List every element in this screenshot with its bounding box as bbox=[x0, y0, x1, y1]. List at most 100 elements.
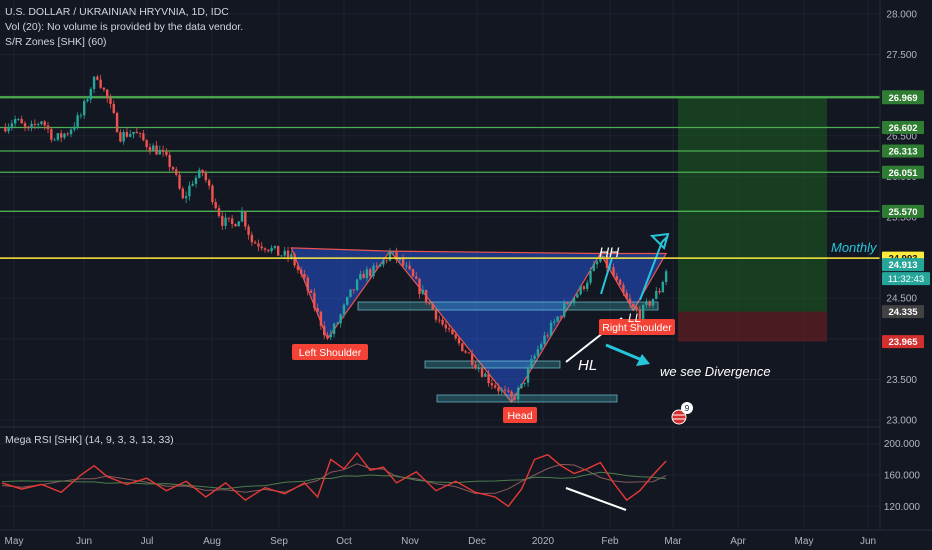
candle-body bbox=[323, 325, 326, 336]
candle-body bbox=[319, 311, 323, 326]
sr-level-label: 26.051 bbox=[888, 168, 918, 179]
candle-body bbox=[73, 126, 76, 130]
ll-label: LL bbox=[628, 311, 641, 325]
candle-body bbox=[69, 129, 73, 135]
candle-body bbox=[632, 303, 635, 307]
candle-body bbox=[457, 338, 461, 344]
candle-body bbox=[191, 183, 194, 186]
candle-body bbox=[428, 302, 431, 304]
candle-body bbox=[609, 267, 612, 269]
candle-body bbox=[221, 215, 224, 226]
pattern-left-fill bbox=[290, 247, 392, 341]
rsi-legend[interactable]: Mega RSI [SHK] (14, 9, 3, 3, 13, 33) bbox=[5, 434, 174, 446]
symbol-title[interactable]: U.S. DOLLAR / UKRAINIAN HRYVNIA, 1D, IDC bbox=[5, 6, 229, 18]
candle-body bbox=[464, 351, 467, 353]
legend: U.S. DOLLAR / UKRAINIAN HRYVNIA, 1D, IDC… bbox=[5, 6, 243, 446]
candle-body bbox=[556, 316, 559, 322]
rsi-tick-label: 120.000 bbox=[884, 502, 921, 513]
time-tick-label: Mar bbox=[664, 536, 682, 547]
sr-level-label: 25.570 bbox=[888, 207, 917, 218]
rsi-divergence-line bbox=[565, 487, 627, 511]
candle-body bbox=[13, 119, 17, 124]
candle-body bbox=[563, 303, 566, 317]
time-tick-label: 2020 bbox=[532, 536, 555, 547]
position-target-zone bbox=[678, 96, 827, 312]
divergence-arrow bbox=[605, 343, 643, 362]
candle-body bbox=[595, 261, 599, 265]
candle-body bbox=[493, 385, 497, 388]
current-price-label-tag bbox=[882, 258, 924, 272]
candle-body bbox=[589, 270, 592, 283]
long-position-box[interactable] bbox=[678, 96, 827, 342]
candle-body bbox=[467, 352, 471, 354]
candle-body bbox=[188, 185, 191, 197]
candle-body bbox=[385, 260, 388, 262]
candle-body bbox=[76, 115, 79, 127]
candle-body bbox=[276, 245, 280, 256]
head-shoulders-pattern[interactable] bbox=[290, 247, 668, 404]
candle-body bbox=[234, 223, 237, 227]
support-rect-3 bbox=[436, 394, 618, 403]
candle-body bbox=[586, 282, 589, 289]
candle-body bbox=[477, 368, 480, 370]
candle-body bbox=[579, 286, 582, 295]
volume-legend[interactable]: Vol (20): No volume is provided by the d… bbox=[5, 21, 243, 33]
candle-body bbox=[145, 140, 148, 148]
candle-body bbox=[303, 273, 306, 278]
candle-body bbox=[540, 344, 543, 350]
candle-body bbox=[635, 306, 638, 311]
lower-level-label: 23.965 bbox=[888, 337, 918, 348]
candle-body bbox=[398, 258, 402, 261]
candle-body bbox=[342, 304, 346, 315]
candle-body bbox=[454, 334, 457, 339]
left-shoulder-tag bbox=[292, 344, 368, 360]
candle-body bbox=[43, 121, 46, 126]
candle-body bbox=[92, 76, 96, 90]
candle-body bbox=[566, 303, 569, 304]
candle-body bbox=[375, 265, 379, 267]
candle-body bbox=[296, 265, 300, 270]
candle-body bbox=[142, 133, 145, 141]
current-price-label: 24.913 bbox=[888, 260, 917, 271]
time-axis[interactable]: May Jun Jul Aug Sep Oct Nov Dec 2020 Feb Mar Apr May… bbox=[0, 529, 932, 547]
support-rect-2 bbox=[424, 360, 561, 369]
candle-body bbox=[503, 389, 507, 391]
candle-body bbox=[109, 98, 112, 105]
candle-body bbox=[530, 359, 533, 368]
candle-body bbox=[152, 145, 155, 152]
candle-body bbox=[175, 169, 178, 175]
time-tick-label: Apr bbox=[730, 536, 746, 547]
candle-body bbox=[214, 202, 217, 209]
candle-body bbox=[217, 208, 221, 216]
candle-body bbox=[470, 353, 474, 365]
sr-level-label-tag bbox=[882, 165, 924, 179]
candle-body bbox=[224, 217, 227, 226]
candle-body bbox=[365, 269, 369, 279]
candle-body bbox=[431, 303, 434, 310]
candle-body bbox=[158, 149, 162, 155]
candle-body bbox=[418, 278, 421, 294]
support-rect-1 bbox=[357, 301, 659, 311]
time-tick-label: Aug bbox=[203, 536, 221, 547]
candle-body bbox=[576, 294, 579, 298]
rsi-signal-line bbox=[1, 463, 667, 495]
sr-zones-legend[interactable]: S/R Zones [SHK] (60) bbox=[5, 36, 107, 48]
price-axis[interactable]: 28.00027.50027.00026.50026.00025.50025.0… bbox=[879, 0, 930, 530]
candle-body bbox=[618, 279, 622, 285]
position-stop-zone bbox=[678, 311, 827, 342]
economic-event-badge[interactable]: 9 bbox=[671, 402, 693, 425]
arrow-head-icon bbox=[649, 232, 670, 250]
sr-level-label-tag bbox=[882, 121, 924, 135]
candle-body bbox=[257, 243, 260, 247]
candle-body bbox=[50, 129, 53, 140]
candle-body bbox=[388, 252, 392, 261]
candle-body bbox=[129, 134, 132, 137]
candle-body bbox=[7, 126, 10, 132]
candle-body bbox=[316, 308, 319, 312]
candle-body bbox=[526, 367, 530, 383]
time-tick-label: May bbox=[795, 536, 814, 547]
candle-body bbox=[372, 265, 375, 277]
time-tick-label: Jun bbox=[76, 536, 92, 547]
candle-body bbox=[625, 292, 628, 299]
candle-body bbox=[622, 284, 625, 293]
